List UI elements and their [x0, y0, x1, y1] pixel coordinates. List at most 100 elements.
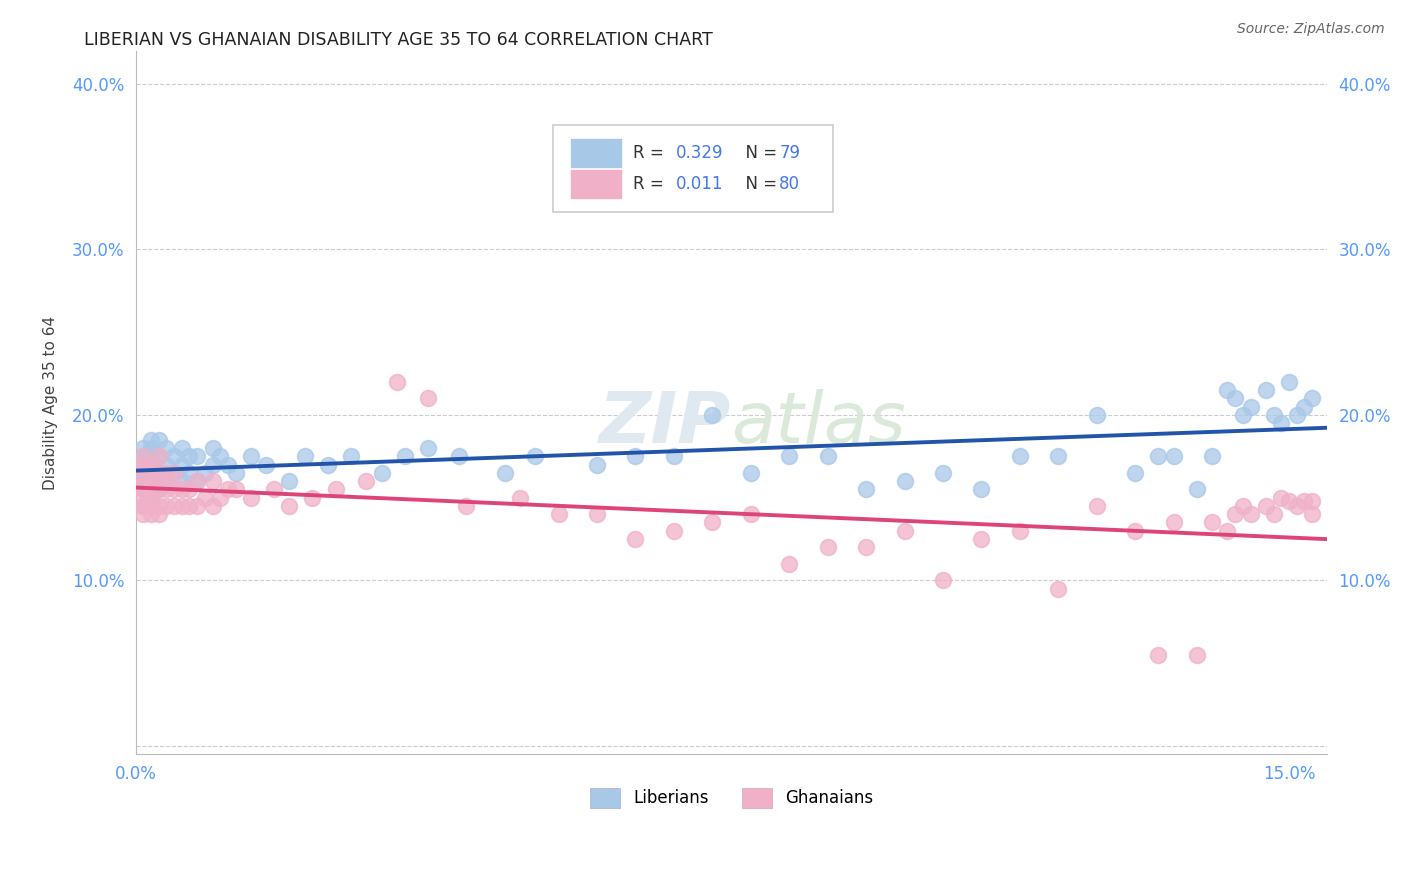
- Point: [148, 483, 170, 497]
- Point: [148, 449, 170, 463]
- Point: [740, 507, 762, 521]
- Point: [340, 449, 363, 463]
- Point: [1285, 499, 1308, 513]
- Point: [139, 474, 162, 488]
- Text: 0.011: 0.011: [675, 175, 723, 193]
- Point: [1185, 483, 1208, 497]
- Point: [1008, 524, 1031, 538]
- Point: [201, 474, 224, 488]
- FancyBboxPatch shape: [553, 125, 832, 212]
- Text: N =: N =: [735, 175, 783, 193]
- Text: atlas: atlas: [731, 389, 905, 458]
- Point: [132, 507, 155, 521]
- Point: [316, 458, 339, 472]
- Point: [179, 483, 201, 497]
- Point: [855, 483, 877, 497]
- Point: [186, 449, 208, 463]
- Point: [1201, 449, 1223, 463]
- Point: [132, 483, 155, 497]
- Point: [1047, 449, 1070, 463]
- Point: [970, 483, 993, 497]
- Point: [494, 466, 516, 480]
- Point: [155, 499, 177, 513]
- Point: [1223, 507, 1246, 521]
- Point: [148, 499, 170, 513]
- Point: [325, 483, 347, 497]
- Text: R =: R =: [633, 175, 669, 193]
- Point: [148, 466, 170, 480]
- Point: [170, 458, 193, 472]
- Point: [186, 474, 208, 488]
- Point: [239, 491, 262, 505]
- Point: [778, 557, 800, 571]
- Point: [1223, 392, 1246, 406]
- Point: [1278, 494, 1301, 508]
- Point: [1301, 507, 1323, 521]
- Point: [139, 491, 162, 505]
- Point: [1216, 383, 1239, 397]
- Point: [932, 574, 955, 588]
- Point: [139, 466, 162, 480]
- Point: [209, 449, 232, 463]
- Point: [1294, 494, 1316, 508]
- Point: [1285, 408, 1308, 422]
- Point: [356, 474, 378, 488]
- Point: [1232, 408, 1254, 422]
- Point: [1147, 648, 1170, 662]
- Point: [586, 458, 609, 472]
- Point: [179, 499, 201, 513]
- FancyBboxPatch shape: [571, 138, 620, 167]
- Y-axis label: Disability Age 35 to 64: Disability Age 35 to 64: [44, 316, 58, 490]
- Text: LIBERIAN VS GHANAIAN DISABILITY AGE 35 TO 64 CORRELATION CHART: LIBERIAN VS GHANAIAN DISABILITY AGE 35 T…: [84, 31, 713, 49]
- Point: [155, 458, 177, 472]
- Point: [163, 483, 186, 497]
- Point: [163, 466, 186, 480]
- Point: [201, 441, 224, 455]
- Point: [855, 541, 877, 555]
- Point: [1123, 524, 1146, 538]
- Point: [1163, 449, 1185, 463]
- Point: [163, 449, 186, 463]
- Point: [139, 499, 162, 513]
- Point: [1123, 466, 1146, 480]
- Point: [132, 474, 155, 488]
- Point: [194, 466, 217, 480]
- Point: [1085, 408, 1108, 422]
- Point: [817, 541, 839, 555]
- Point: [1239, 400, 1261, 414]
- Point: [170, 483, 193, 497]
- Point: [254, 458, 277, 472]
- Point: [148, 507, 170, 521]
- Point: [301, 491, 323, 505]
- Point: [1301, 494, 1323, 508]
- Point: [702, 408, 724, 422]
- Point: [155, 466, 177, 480]
- Point: [170, 499, 193, 513]
- Point: [662, 449, 685, 463]
- Point: [148, 449, 170, 463]
- Point: [132, 449, 155, 463]
- Point: [139, 474, 162, 488]
- Point: [1270, 416, 1292, 430]
- Point: [385, 375, 408, 389]
- Text: 0.329: 0.329: [675, 144, 723, 161]
- Point: [170, 474, 193, 488]
- Point: [148, 466, 170, 480]
- Text: ZIP: ZIP: [599, 389, 731, 458]
- Point: [740, 466, 762, 480]
- Point: [509, 491, 531, 505]
- Text: R =: R =: [633, 144, 669, 161]
- Point: [1232, 499, 1254, 513]
- Point: [1254, 499, 1277, 513]
- Point: [370, 466, 392, 480]
- Point: [225, 466, 247, 480]
- Point: [132, 441, 155, 455]
- Point: [547, 507, 569, 521]
- Point: [239, 449, 262, 463]
- Point: [702, 516, 724, 530]
- Point: [132, 466, 155, 480]
- Point: [217, 458, 239, 472]
- Point: [1301, 392, 1323, 406]
- Point: [416, 441, 439, 455]
- Point: [778, 449, 800, 463]
